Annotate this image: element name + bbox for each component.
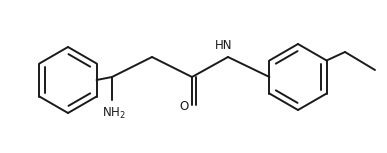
Text: O: O bbox=[180, 101, 188, 114]
Text: HN: HN bbox=[215, 39, 233, 52]
Text: NH$_2$: NH$_2$ bbox=[102, 106, 126, 121]
